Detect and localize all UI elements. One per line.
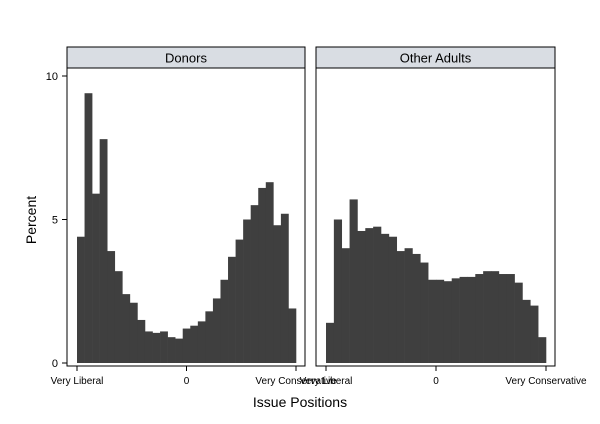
x-tick-label: Very Conservative (505, 376, 587, 387)
histogram-bar (160, 331, 168, 363)
histogram-bar (498, 274, 508, 363)
histogram-bar (205, 311, 214, 363)
histogram-bar (373, 226, 382, 363)
histogram-bar (396, 251, 405, 363)
histogram-bar (99, 139, 108, 363)
histogram-bar (483, 271, 492, 363)
histogram-bar (84, 93, 93, 363)
histogram-bar (243, 219, 251, 363)
histogram-bar (365, 228, 374, 363)
x-tick-label: Very Liberal (300, 376, 353, 387)
histogram-bar (197, 321, 206, 363)
histogram-bar (235, 239, 244, 363)
histogram-bar (428, 279, 437, 363)
y-tick-label: 5 (52, 215, 58, 227)
histogram-bar (288, 308, 297, 363)
panel-donors: Donors Very Liberal 0 Very Conservative (51, 46, 337, 387)
histogram-bar (538, 337, 547, 363)
y-tick-label: 10 (46, 71, 58, 83)
histogram-bar (522, 299, 531, 363)
histogram-bar (92, 193, 100, 363)
histogram-bar (107, 251, 116, 363)
y-axis-label: Percent (23, 196, 39, 244)
x-axis-label: Issue Positions (253, 394, 347, 410)
y-tick-label: 0 (52, 358, 58, 370)
histogram-bar (122, 294, 131, 363)
histogram-bar (412, 253, 421, 363)
histogram-bar (388, 236, 398, 363)
histogram-bar (182, 328, 191, 363)
histogram-bar (220, 279, 229, 363)
histogram-bar (443, 281, 453, 363)
histogram-bar (381, 233, 390, 363)
histogram-bar (459, 276, 468, 363)
histogram-bar (436, 279, 445, 363)
histogram-bar (190, 325, 199, 363)
histogram-bar (326, 322, 335, 363)
histogram-bar (212, 298, 221, 363)
histogram-bar (357, 230, 366, 363)
histogram-bar (152, 332, 161, 363)
histogram-bar (349, 199, 358, 363)
histogram-bar (129, 302, 138, 363)
histogram-bar (250, 205, 259, 363)
histogram-bar (265, 182, 274, 363)
x-tick-label: 0 (433, 376, 439, 387)
histogram-bar (404, 248, 413, 363)
panel-other-adults-title: Other Adults (400, 51, 472, 66)
histogram-bar (273, 225, 282, 363)
histogram-bar (506, 274, 515, 363)
histogram-bar (420, 262, 429, 363)
histogram-bar (77, 236, 85, 363)
panel-other-adults-bars (326, 199, 547, 363)
panel-donors-x-axis: Very Liberal 0 Very Conservative (51, 366, 337, 387)
histogram-bar (333, 219, 343, 363)
histogram-bar (144, 331, 153, 363)
histogram-bar (175, 338, 184, 363)
panel-other-adults-x-axis: Very Liberal 0 Very Conservative (300, 366, 587, 387)
x-tick-label: 0 (184, 376, 190, 387)
histogram-bar (167, 337, 176, 363)
x-tick-label: Very Conservative (255, 376, 337, 387)
histogram-bar (530, 305, 539, 363)
histogram-bar (114, 271, 123, 363)
panel-donors-bars (77, 93, 297, 363)
histogram-bar (451, 278, 460, 363)
histogram-bar (228, 256, 236, 363)
histogram-bar (491, 271, 500, 363)
panel-other-adults-header (315, 46, 556, 69)
histogram-bar (137, 319, 146, 363)
panel-donors-header (66, 46, 306, 69)
histogram-bar (467, 276, 476, 363)
panel-donors-title: Donors (165, 51, 207, 66)
histogram-bar (258, 187, 267, 363)
histogram-bar (341, 248, 350, 363)
histogram-bar (280, 213, 289, 363)
panel-other-adults: Other Adults Very Liberal 0 Very Conservat… (300, 46, 587, 387)
histogram-bar (514, 282, 523, 363)
x-tick-label: Very Liberal (51, 376, 104, 387)
histogram-bar (475, 274, 484, 363)
